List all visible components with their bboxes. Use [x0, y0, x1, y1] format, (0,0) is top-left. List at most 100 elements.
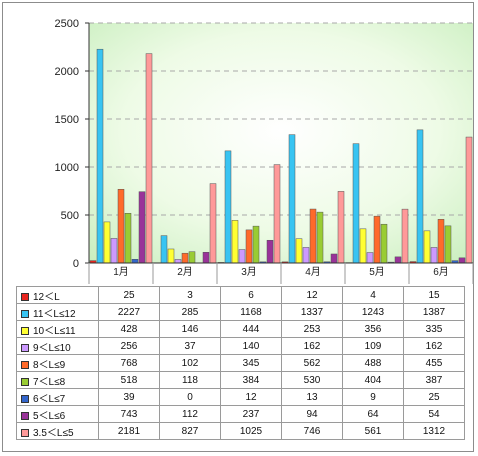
data-label-s8-c0: 2181 [98, 422, 160, 440]
bar-s8-c0 [145, 53, 153, 264]
bar-s4-c5 [437, 219, 445, 264]
bar-s2-c1 [167, 248, 175, 264]
data-label-s1-c1: 285 [159, 303, 221, 321]
y-axis-ticks: 0 500 1000 1500 2000 2500 [55, 18, 89, 270]
data-label-s4-c3: 562 [281, 354, 343, 372]
legend-label: 3.5＜L≤5 [33, 427, 74, 439]
table-row: 7＜L≤8 518 118 384 530 404 387 [16, 371, 465, 389]
y-tick-label-0: 0 [73, 258, 79, 270]
bar-s5-c5 [444, 225, 452, 264]
bar-s1-c1 [160, 235, 168, 264]
data-label-s7-c1: 112 [159, 405, 221, 423]
bar-s2-c3 [295, 238, 303, 264]
bar-s3-c2 [238, 249, 246, 264]
data-label-s3-c2: 140 [220, 337, 282, 355]
data-label-s2-c3: 253 [281, 320, 343, 338]
data-label-s5-c4: 404 [342, 371, 404, 389]
bar-s1-c5 [416, 129, 424, 264]
data-label-s4-c0: 768 [98, 354, 160, 372]
bar-s6-c0 [131, 259, 139, 264]
x-tick-label-2: 3月 [241, 266, 257, 278]
legend-swatch [21, 309, 29, 318]
legend-swatch [21, 360, 29, 369]
data-label-s5-c3: 530 [281, 371, 343, 389]
data-label-s5-c0: 518 [98, 371, 160, 389]
data-label-s1-c3: 1337 [281, 303, 343, 321]
bar-s5-c2 [252, 225, 260, 264]
data-label-s6-c0: 39 [98, 388, 160, 406]
data-label-s6-c2: 12 [220, 388, 282, 406]
bar-s1-c2 [224, 150, 232, 264]
bar-s4-c0 [117, 189, 125, 264]
plot-area [89, 23, 473, 263]
legend-label: 5＜L≤6 [33, 410, 66, 422]
bar-s2-c5 [423, 230, 431, 264]
data-label-s3-c3: 162 [281, 337, 343, 355]
table-row: 3.5＜L≤5 2181 827 1025 746 561 1312 [16, 422, 465, 440]
bar-s7-c5 [458, 257, 466, 264]
bar-s1-c4 [352, 143, 360, 264]
bar-s4-c4 [373, 215, 381, 264]
legend-entry: 12＜L [16, 286, 99, 304]
bar-s7-c3 [330, 253, 338, 264]
y-tick-label-5: 2500 [55, 18, 79, 30]
bar-s2-c2 [231, 220, 239, 264]
data-label-s2-c0: 428 [98, 320, 160, 338]
bar-s2-c0 [103, 221, 111, 264]
bar-s8-c4 [401, 208, 409, 264]
data-label-s1-c2: 1168 [220, 303, 282, 321]
legend-swatch [21, 394, 29, 403]
table-row: 12＜L 25 3 6 12 4 15 [16, 286, 465, 304]
data-table: 12＜L 25 3 6 12 4 15 11＜L≤12 2227 285 1168 1337 1243 1… [16, 286, 465, 440]
bar-s5-c4 [380, 223, 388, 264]
data-label-s0-c0: 25 [98, 286, 160, 304]
table-row: 8＜L≤9 768 102 345 562 488 455 [16, 354, 465, 372]
legend-swatch [21, 428, 29, 437]
legend-label: 7＜L≤8 [33, 376, 66, 388]
legend-entry: 8＜L≤9 [16, 354, 99, 372]
table-row: 11＜L≤12 2227 285 1168 1337 1243 1387 [16, 303, 465, 321]
bar-s8-c5 [465, 136, 473, 264]
data-label-s3-c5: 162 [403, 337, 465, 355]
data-label-s7-c4: 64 [342, 405, 404, 423]
data-label-s0-c1: 3 [159, 286, 221, 304]
bar-s7-c2 [266, 239, 274, 264]
data-label-s8-c5: 1312 [403, 422, 465, 440]
bar-s5-c0 [124, 213, 132, 264]
legend-label: 11＜L≤12 [33, 308, 76, 320]
data-label-s3-c0: 256 [98, 337, 160, 355]
data-label-s8-c1: 827 [159, 422, 221, 440]
data-label-s6-c3: 13 [281, 388, 343, 406]
legend-entry: 7＜L≤8 [16, 371, 99, 389]
bar-s5-c1 [188, 251, 196, 264]
legend-entry: 6＜L≤7 [16, 388, 99, 406]
legend-label: 10＜L≤11 [33, 325, 76, 337]
y-tick-label-2: 1000 [55, 162, 79, 174]
legend-label: 9＜L≤10 [33, 342, 71, 354]
chart-svg: 0 500 1000 1500 2000 2500 1月 2月 3月 4月 5月 6月 [55, 18, 474, 284]
x-tick-label-0: 1月 [113, 266, 129, 278]
x-axis-ticks: 1月 2月 3月 4月 5月 6月 [88, 263, 474, 284]
bar-s4-c3 [309, 208, 317, 264]
table-row: 10＜L≤11 428 146 444 253 356 335 [16, 320, 465, 338]
bar-s4-c1 [181, 252, 189, 264]
legend-label: 6＜L≤7 [33, 393, 66, 405]
data-label-s7-c3: 94 [281, 405, 343, 423]
bar-s1-c0 [96, 48, 104, 264]
data-label-s0-c3: 12 [281, 286, 343, 304]
data-label-s0-c2: 6 [220, 286, 282, 304]
bar-s8-c3 [337, 191, 345, 264]
legend-swatch [21, 377, 29, 386]
data-label-s4-c5: 455 [403, 354, 465, 372]
data-label-s1-c0: 2227 [98, 303, 160, 321]
data-label-s4-c4: 488 [342, 354, 404, 372]
legend-label: 8＜L≤9 [33, 359, 66, 371]
data-label-s3-c1: 37 [159, 337, 221, 355]
bar-s3-c1 [174, 259, 182, 264]
data-label-s2-c2: 444 [220, 320, 282, 338]
legend-entry: 5＜L≤6 [16, 405, 99, 423]
bar-s8-c2 [273, 164, 281, 264]
y-tick-label-3: 1500 [55, 114, 79, 126]
data-label-s6-c1: 0 [159, 388, 221, 406]
data-label-s1-c4: 1243 [342, 303, 404, 321]
